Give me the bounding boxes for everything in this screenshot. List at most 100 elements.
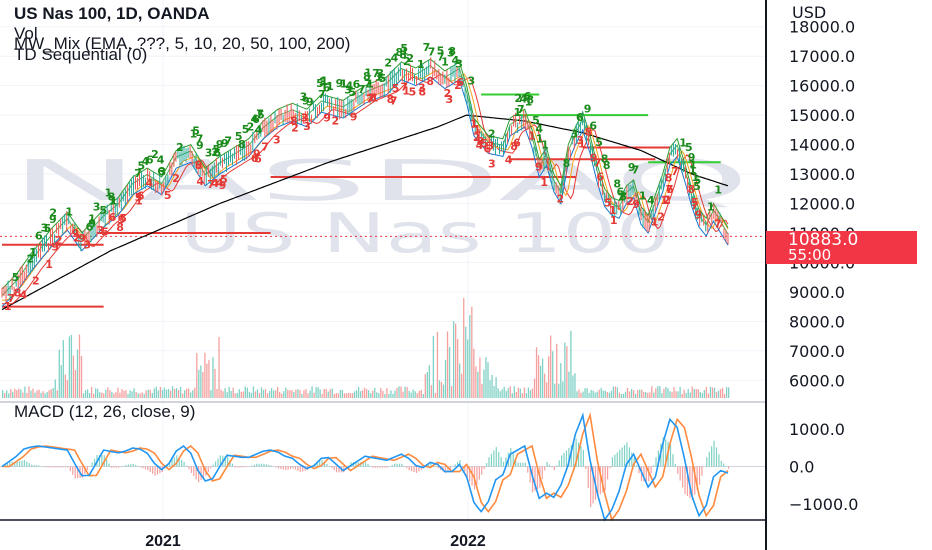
volume-bar xyxy=(244,386,246,398)
macd-histogram-bar xyxy=(144,466,146,470)
td-count-digit: 7 xyxy=(8,292,16,305)
volume-bar xyxy=(44,393,46,398)
macd-histogram-bar xyxy=(280,466,282,469)
vol-legend[interactable]: Vol xyxy=(14,24,38,43)
macd-histogram-bar xyxy=(231,463,234,467)
volume-bar xyxy=(272,390,275,398)
volume-bar xyxy=(68,336,71,398)
volume-bar xyxy=(572,375,574,398)
td-count-digit: 8 xyxy=(387,93,395,106)
macd-histogram-bar xyxy=(289,466,292,469)
macd-histogram-bar xyxy=(665,439,667,467)
macd-histogram-bar xyxy=(580,446,582,467)
macd-histogram-bar xyxy=(696,466,698,490)
td-count-digit: 8 xyxy=(448,45,456,58)
macd-histogram-bar xyxy=(686,466,689,497)
time-axis[interactable]: 2021 2022 xyxy=(145,533,486,550)
td-count-digit: 7 xyxy=(207,178,215,191)
td-count-digit: 7 xyxy=(428,46,436,59)
macd-histogram-bar xyxy=(50,466,52,468)
volume-bar xyxy=(268,390,271,398)
price-tick-label: 15000.0 xyxy=(789,106,855,125)
td-count-digit: 8 xyxy=(290,115,298,128)
td-count-digit: 5 xyxy=(316,77,324,90)
volume-bar xyxy=(461,373,463,398)
volume-bar xyxy=(523,387,526,398)
mw-mix-legend[interactable]: MW_Mix (EMA, ???, 5, 10, 20, 50, 100, 20… xyxy=(14,34,351,53)
volume-bar xyxy=(248,391,251,398)
macd-histogram-bar xyxy=(464,466,466,472)
td-count-digit: 4 xyxy=(519,92,527,105)
volume-bar xyxy=(222,391,224,398)
macd-histogram-bar xyxy=(14,461,16,467)
td-count-digit: 4 xyxy=(145,176,153,189)
volume-bar xyxy=(608,392,610,398)
volume-bar xyxy=(349,393,352,398)
volume-bar xyxy=(107,387,109,398)
macd-histogram-bar xyxy=(449,466,451,469)
td-count-digit: 2 xyxy=(444,87,452,100)
volume-bar xyxy=(457,338,459,398)
volume-bar xyxy=(16,390,18,398)
volume-bar xyxy=(511,393,513,398)
volume-bar xyxy=(491,374,493,398)
volume-bar xyxy=(489,380,491,398)
macd-histogram-bar xyxy=(207,466,209,473)
volume-bar xyxy=(359,391,362,398)
macd-histogram-bar xyxy=(62,466,64,468)
td-count-digit: 1 xyxy=(375,70,383,83)
volume-bar xyxy=(169,390,172,398)
price-axis[interactable]: 18000.0 17000.0 16000.0 15000.0 14000.0 13000… xyxy=(789,18,855,391)
td-count-digit: 7 xyxy=(390,95,398,108)
td-count-digit: 8 xyxy=(418,86,426,99)
td-count-digit: 2 xyxy=(32,275,40,288)
volume-bar xyxy=(402,391,404,398)
macd-histogram-bar xyxy=(694,466,696,495)
macd-histogram-bar xyxy=(91,462,93,467)
volume-bar xyxy=(663,388,665,398)
td-count-digit: 6 xyxy=(524,90,532,103)
volume-bar xyxy=(329,389,331,398)
volume-bar xyxy=(695,389,697,398)
volume-bar xyxy=(570,330,572,398)
volume-bar xyxy=(228,386,230,398)
macd-histogram-bar xyxy=(607,466,609,480)
td-count-digit: 8 xyxy=(526,93,534,106)
volume-bar xyxy=(192,390,194,398)
volume-bar xyxy=(636,390,639,398)
volume-bar xyxy=(550,335,552,398)
macd-histogram-bar xyxy=(498,452,500,467)
td-count-digit: 9 xyxy=(584,103,592,116)
td-count-digit: 6 xyxy=(589,119,597,132)
volume-bar xyxy=(230,390,232,398)
td-count-digit: 3 xyxy=(487,139,495,152)
macd-histogram-bar xyxy=(517,462,519,467)
macd-legend[interactable]: MACD (12, 26, close, 9) xyxy=(14,402,196,421)
td-count-digit: 8 xyxy=(116,221,124,234)
macd-histogram-bar xyxy=(495,447,497,467)
last-price-value: 10883.0 xyxy=(788,230,859,250)
td-count-digit: 4 xyxy=(345,80,353,93)
price-series xyxy=(1,57,729,311)
volume-bar xyxy=(554,383,556,398)
td-sequential-legend[interactable]: TD Sequential (0) xyxy=(14,45,148,64)
td-count-digit: 7 xyxy=(671,165,679,178)
td-count-digit: 8 xyxy=(688,183,696,196)
volume-bar xyxy=(212,357,214,398)
macd-histogram-bar xyxy=(263,463,265,467)
volume-bar xyxy=(584,388,586,398)
macd-histogram-bar xyxy=(275,466,277,468)
macd-axis[interactable]: 1000.0 0.0 −1000.0 xyxy=(789,420,858,514)
macd-histogram-bar xyxy=(86,466,88,470)
volume-bar xyxy=(30,390,32,398)
td-count-digit: 8 xyxy=(395,46,403,59)
td-count-digit: 6 xyxy=(109,211,117,224)
volume-bar xyxy=(440,381,443,398)
td-count-digit: 1 xyxy=(320,74,328,87)
volume-bar xyxy=(657,386,659,398)
td-count-digit: 7 xyxy=(691,200,699,213)
td-count-digit: 2 xyxy=(657,211,665,224)
macd-histogram-bar xyxy=(454,464,456,467)
symbol-title[interactable]: US Nas 100, 1D, OANDA xyxy=(14,4,210,23)
